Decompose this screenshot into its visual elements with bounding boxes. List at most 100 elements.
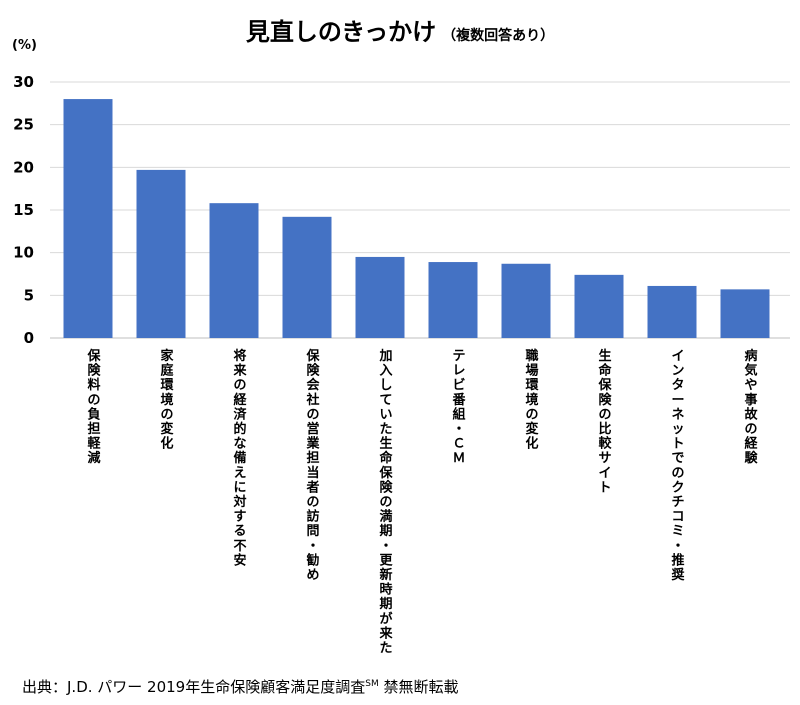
x-category-char: ビ — [452, 377, 465, 393]
x-category-char: の — [525, 407, 538, 422]
x-category-char: 保 — [86, 348, 101, 364]
x-category-char: ・ — [379, 539, 392, 554]
x-category-char: 軽 — [87, 436, 101, 452]
x-category-char: し — [379, 378, 392, 393]
y-axis-unit: (%) — [12, 38, 37, 53]
x-category-char: 険 — [87, 363, 101, 379]
x-category-char: 職 — [525, 348, 538, 364]
bar — [355, 256, 405, 338]
x-category-char: 対 — [232, 494, 246, 510]
x-category-char: 料 — [87, 377, 100, 393]
x-category-char: Ｍ — [452, 451, 465, 466]
x-category-char: 化 — [160, 436, 173, 452]
x-category-char: 負 — [87, 406, 100, 422]
x-category-char: 営 — [306, 421, 319, 437]
x-category-char: 験 — [744, 450, 758, 466]
x-category-char: 問 — [306, 524, 319, 539]
x-category-char: の — [306, 407, 319, 422]
x-category-char: レ — [452, 364, 465, 379]
x-category-char: 満 — [379, 509, 392, 525]
x-category-char: 勧 — [305, 552, 319, 568]
x-category-char: ト — [671, 437, 684, 452]
x-category-char: 険 — [379, 479, 393, 495]
bar — [282, 216, 332, 338]
x-category-char: 命 — [378, 450, 393, 466]
chart-subtitle: （複数回答あり） — [442, 28, 555, 44]
x-category-char: 担 — [306, 450, 319, 466]
y-tick-label: 15 — [13, 201, 34, 219]
x-category-char: の — [744, 422, 757, 437]
x-category-char: 庭 — [160, 363, 174, 379]
x-category-char: 当 — [306, 465, 319, 481]
x-category-char: 推 — [671, 552, 684, 568]
x-category-char: 組 — [452, 406, 465, 422]
x-category-char: で — [671, 451, 684, 466]
x-category-char: ン — [671, 364, 684, 379]
bar — [428, 262, 478, 338]
x-category-char: の — [160, 407, 173, 422]
x-category-char: た — [379, 641, 392, 656]
x-category-char: 業 — [305, 436, 320, 452]
x-category-char: す — [233, 510, 246, 525]
y-tick-label: 30 — [13, 73, 34, 91]
x-category-char: る — [233, 524, 246, 539]
x-category-char: 境 — [160, 392, 173, 408]
x-category-char: 来 — [232, 363, 247, 379]
bar — [136, 169, 186, 338]
x-category-char: の — [598, 407, 611, 422]
bar — [63, 99, 113, 338]
x-category-char: イ — [671, 349, 684, 364]
x-category-char: コ — [671, 510, 684, 525]
x-category-char: 境 — [525, 392, 538, 408]
x-category-char: 将 — [233, 348, 246, 364]
x-category-char: た — [379, 422, 392, 437]
y-tick-label: 0 — [24, 329, 34, 347]
x-category-char: 比 — [598, 421, 611, 437]
x-category-char: 険 — [306, 363, 320, 379]
x-category-char: 期 — [379, 597, 392, 612]
x-category-char: て — [379, 393, 392, 408]
x-category-char: 済 — [233, 406, 247, 422]
x-category-char: 者 — [305, 479, 319, 495]
x-category-char: い — [379, 407, 392, 422]
x-category-char: ミ — [671, 524, 684, 539]
x-category-char: の — [379, 495, 392, 510]
chart-title-block: 見直しのきっかけ （複数回答あり） — [0, 12, 800, 47]
x-category-char: 新 — [379, 567, 392, 583]
x-category-char: 番 — [451, 392, 466, 408]
x-category-char: 的 — [233, 421, 246, 437]
x-category-char: 家 — [160, 348, 174, 364]
x-category-char: イ — [598, 466, 611, 481]
x-category-char: ッ — [671, 422, 684, 437]
bar — [647, 285, 697, 338]
x-category-char: 社 — [305, 392, 319, 408]
x-category-char: の — [671, 466, 684, 481]
x-category-char: 更 — [379, 553, 393, 568]
x-category-char: 化 — [525, 436, 538, 452]
x-category-char: サ — [598, 451, 611, 466]
source-suffix: 禁無断転載 — [383, 678, 459, 696]
x-category-char: タ — [671, 378, 684, 393]
x-category-char: 変 — [525, 421, 538, 437]
bar — [501, 263, 551, 338]
x-category-char: 険 — [598, 392, 612, 408]
y-tick-label: 25 — [13, 116, 34, 134]
x-category-char: 保 — [597, 377, 612, 393]
x-category-char: 経 — [744, 436, 758, 452]
x-category-char: 経 — [233, 392, 247, 408]
x-category-char: に — [233, 480, 246, 495]
y-tick-label: 10 — [13, 244, 34, 262]
x-category-char: 保 — [305, 348, 320, 364]
y-tick-label: 5 — [24, 286, 34, 304]
x-category-char: 場 — [525, 363, 538, 379]
x-category-char: え — [233, 466, 246, 481]
x-category-char: ネ — [671, 407, 684, 422]
